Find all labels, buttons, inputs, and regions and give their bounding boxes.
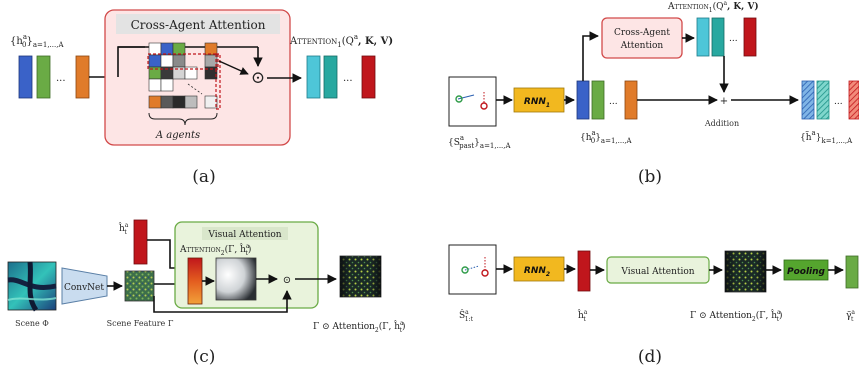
panel-d: Ŝa 1:t RNN2 ĥa t Visual Attention Γ ⊙ Atte… — [448, 244, 859, 367]
scene-label: Scene Φ — [15, 319, 49, 328]
visual-attention-title: Visual Attention — [207, 230, 281, 240]
svg-text:...: ... — [729, 34, 738, 44]
query-cell — [148, 54, 162, 68]
panel-b: {Sa past}a=1,...,A RNN1 ... {ha 0}a=1,...,… — [448, 0, 859, 187]
key-cell — [160, 42, 174, 56]
convnet-block — [61, 267, 108, 305]
attn-out-cyan — [696, 17, 710, 57]
cross-agent-attention-mini — [601, 17, 683, 59]
rnn1-block — [513, 87, 565, 113]
panel-a-output-label: Attention1(Qa, K, V) — [289, 33, 393, 49]
matrix-cell — [204, 66, 218, 80]
hidden-state-orange — [624, 80, 638, 120]
output-teal — [323, 55, 338, 99]
pooled-feature — [845, 255, 859, 289]
caption-b: (b) — [638, 167, 662, 187]
attended-feature-label: Γ ⊙ Attention2(Γ, ĥa t) — [313, 320, 406, 334]
attention-title-bar — [116, 14, 280, 34]
svg-text:...: ... — [609, 97, 618, 107]
matrix-cell — [160, 95, 174, 109]
addition-label: Addition — [704, 119, 739, 128]
combined-label: {h̃a}k=1,...,A — [800, 129, 853, 145]
key-cell — [204, 42, 218, 56]
matrix-cell — [184, 66, 198, 80]
svg-text:Cross-Agent: Cross-Agent — [614, 28, 670, 38]
svg-text:Visual Attention: Visual Attention — [620, 267, 694, 277]
pooled-feature-label: γ̃a t — [846, 309, 855, 323]
hidden-state-green — [36, 55, 51, 99]
caption-c: (c) — [193, 347, 216, 367]
hidden-h-label: ĥa t — [118, 222, 129, 236]
combined-red — [848, 80, 859, 120]
svg-text:Attention: Attention — [620, 41, 664, 51]
svg-text:...: ... — [343, 73, 353, 84]
matrix-cell — [160, 78, 174, 92]
matrix-cell — [172, 66, 186, 80]
attention-map — [215, 257, 257, 301]
hidden-state-orange — [75, 55, 90, 99]
matrix-cell — [160, 54, 174, 68]
matrix-cell — [172, 54, 186, 68]
agents-brace — [148, 112, 218, 126]
attention-output-label: Attention1(Qa, K, V) — [667, 0, 759, 14]
convnet-label: ConvNet — [64, 283, 104, 293]
attn-out-red — [743, 17, 757, 57]
panel-a-ellipsis: ... — [56, 73, 66, 84]
attention-title: Cross-Agent Attention — [131, 18, 266, 32]
hidden-state-red — [577, 250, 591, 292]
rnn2-label: RNN2 — [524, 266, 550, 278]
attention-weights — [187, 257, 203, 305]
attn-out-teal — [711, 17, 725, 57]
key-cell — [172, 42, 186, 56]
key-cell — [148, 42, 162, 56]
hidden-state-green — [591, 80, 605, 120]
matrix-cell — [204, 54, 218, 68]
panel-a: {ha 0}a=1,...,A ... Cross-Agent Attention — [10, 9, 393, 187]
pooling-label: Pooling — [787, 267, 826, 277]
predicted-trajectory-scene — [448, 244, 497, 295]
agents-label: A agents — [155, 130, 200, 141]
hadamard-symbol: ⊙ — [283, 275, 291, 286]
addition-symbol: + — [720, 96, 728, 107]
scene-feature-map — [124, 270, 155, 302]
past-trajectory-scene — [448, 76, 497, 127]
panel-a-input-label: {ha 0}a=1,...,A — [10, 33, 64, 49]
panel-c: Scene Φ ConvNet Scene Feature Γ ĥa t Visu… — [7, 219, 406, 367]
combined-teal — [816, 80, 830, 120]
hidden-state-blue — [18, 55, 33, 99]
scene-feature-label: Scene Feature Γ — [107, 319, 174, 328]
query-cell — [148, 78, 162, 92]
attended-feature-label: Γ ⊙ Attention2(Γ, ĥa t) — [690, 309, 783, 323]
agent-marker-red — [480, 102, 488, 110]
arrow-to-cross-attention — [582, 31, 599, 81]
past-scene-label: {Sa past}a=1,...,A — [448, 134, 512, 150]
attention2-label: Attention2(Γ, ĥa t) — [179, 243, 251, 257]
attention-row-highlight — [147, 53, 219, 70]
output-red — [361, 55, 376, 99]
svg-text:...: ... — [834, 97, 843, 107]
predicted-scene-label: Ŝa 1:t — [459, 309, 474, 323]
matrix-cell — [172, 95, 186, 109]
hidden-states-label: {ha 0}a=1,...,A — [580, 129, 633, 145]
caption-d: (d) — [638, 347, 662, 367]
combined-blue — [801, 80, 815, 120]
hidden-state-red — [133, 219, 148, 265]
hidden-state-blue — [576, 80, 590, 120]
query-cell — [148, 95, 162, 109]
matrix-cell — [204, 95, 218, 109]
caption-a: (a) — [192, 167, 215, 187]
rnn1-label: RNN1 — [524, 97, 550, 109]
agent-marker-green — [455, 95, 463, 103]
hidden-h-label: ĥa t — [577, 309, 588, 323]
matrix-cell — [184, 95, 198, 109]
hadamard-symbol: ⊙ — [251, 68, 265, 88]
output-cyan — [306, 55, 321, 99]
